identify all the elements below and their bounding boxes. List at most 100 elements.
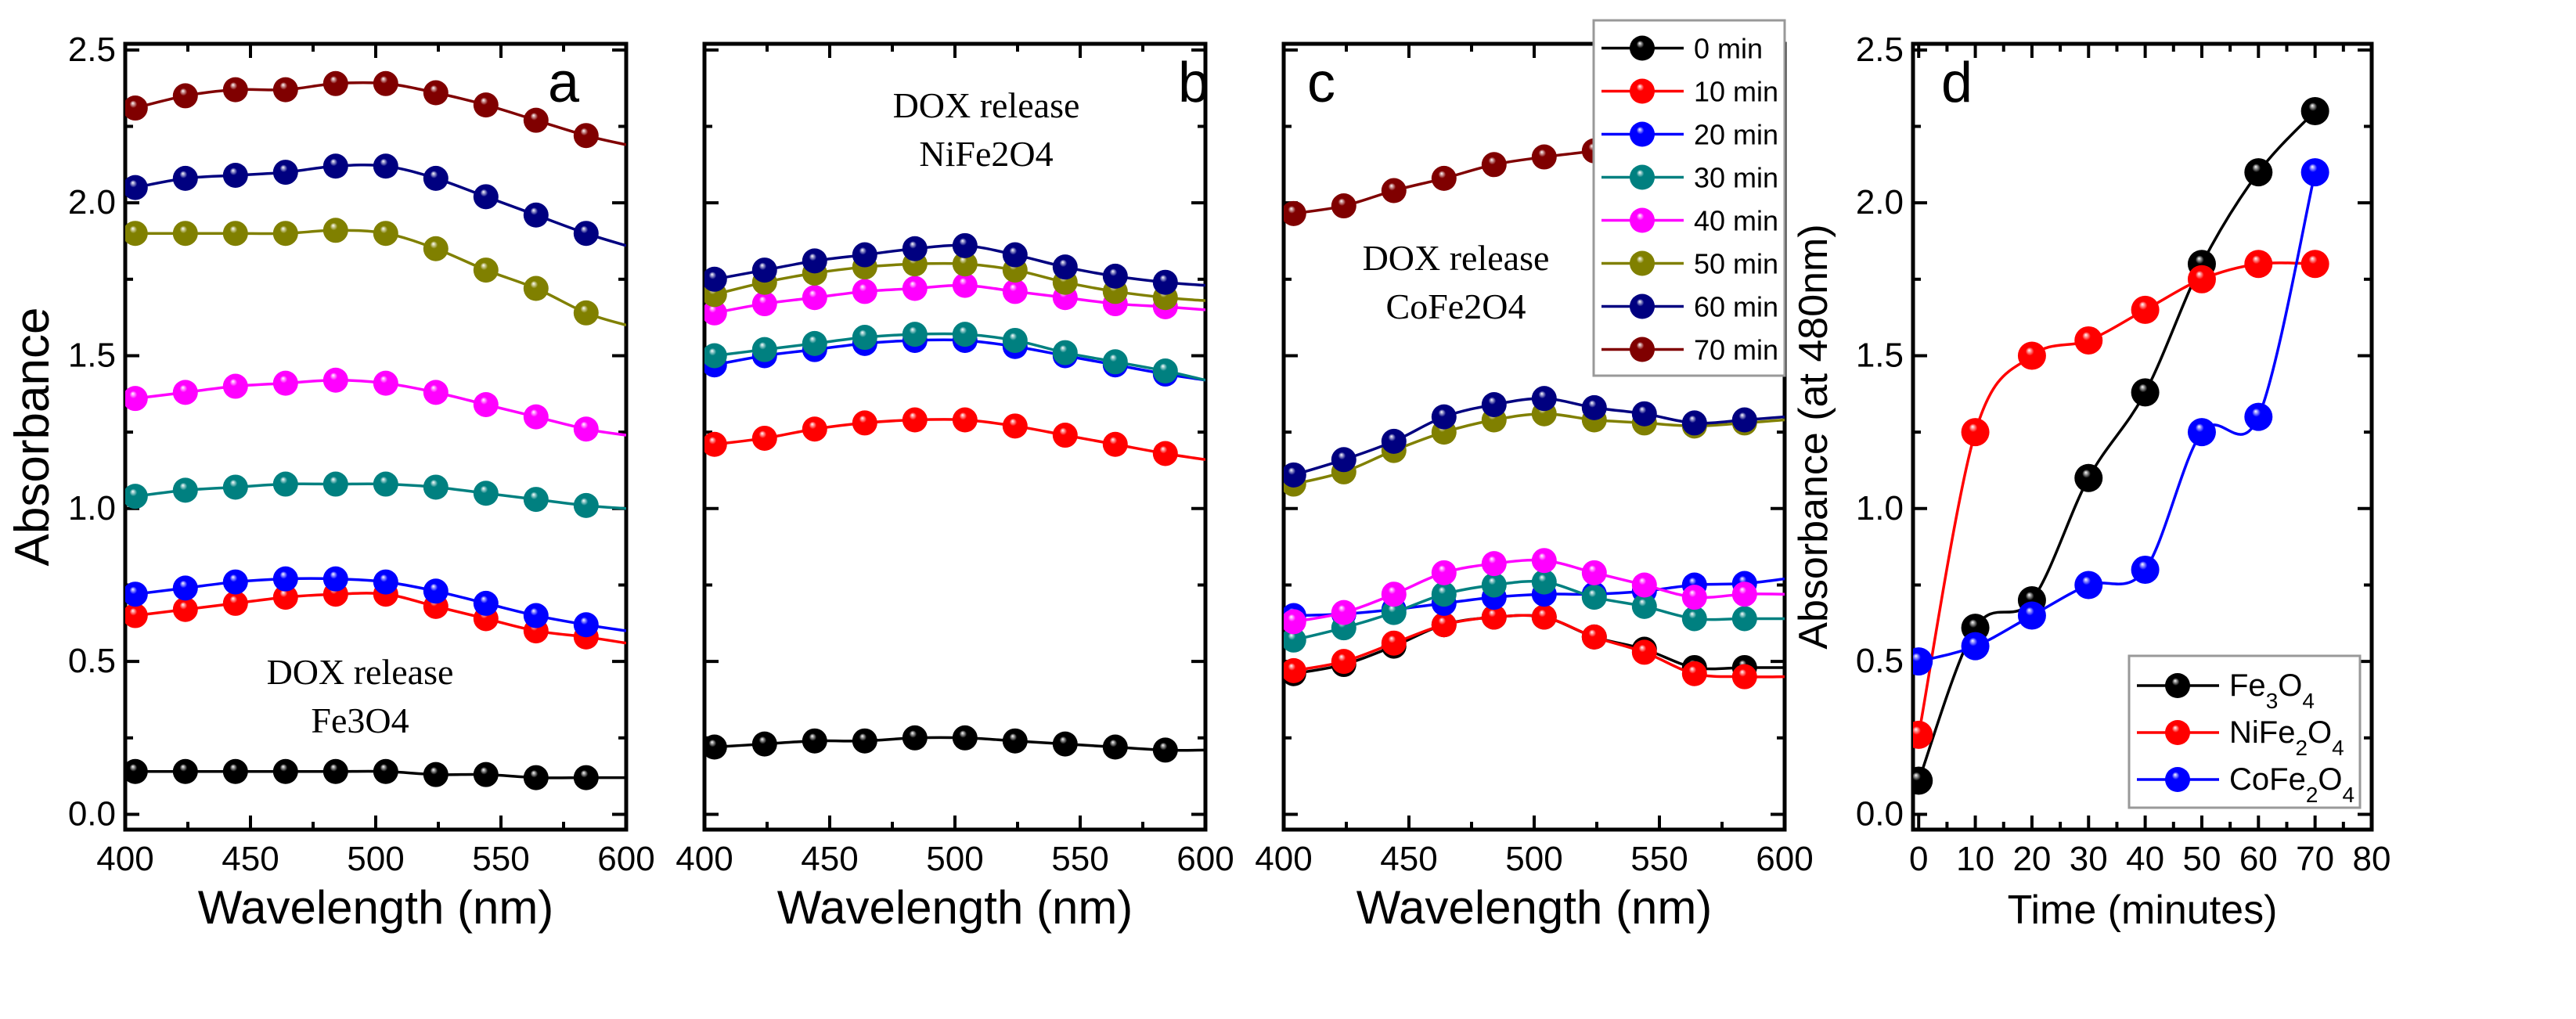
data-point — [1481, 152, 1507, 178]
data-point — [222, 569, 248, 595]
data-point — [1531, 386, 1557, 412]
data-point — [1152, 441, 1178, 466]
x-tick-label: 400 — [96, 840, 153, 878]
data-point — [1152, 269, 1178, 295]
data-point — [852, 279, 877, 304]
data-point — [1913, 720, 1933, 749]
data-point — [1002, 728, 1028, 754]
x-tick-label: 600 — [1176, 840, 1234, 878]
data-point — [1284, 627, 1306, 653]
y-axis-label: Absorbance (at 480nm) — [1791, 224, 1836, 649]
legend-box — [1592, 19, 1786, 377]
x-axis-label: Time (minutes) — [2008, 888, 2278, 933]
legend-label: 60 min — [1694, 291, 1778, 323]
data-point — [1681, 585, 1707, 610]
data-point — [902, 725, 928, 751]
legend-marker — [1630, 78, 1655, 104]
series-30-min — [1284, 569, 1785, 653]
series-40-min — [1284, 548, 1785, 635]
series-0-min — [125, 758, 626, 790]
data-point — [523, 404, 549, 430]
series-30-min — [125, 471, 626, 518]
data-point — [1531, 604, 1557, 630]
data-point — [802, 285, 827, 311]
legend-item: Fe3O4 — [2137, 668, 2315, 713]
data-point — [222, 758, 248, 784]
series-50-min — [1284, 401, 1785, 497]
data-point — [2074, 463, 2103, 492]
data-point — [373, 758, 398, 784]
data-point — [1531, 548, 1557, 574]
data-point — [902, 275, 928, 301]
panel-b: 400 450 500 550 600 Wavelength (nm) b DOX relea… — [676, 41, 1234, 934]
series-40-min — [125, 367, 626, 442]
data-point — [473, 257, 499, 283]
y-tick-label: 0.0 — [68, 794, 116, 833]
data-point — [1531, 144, 1557, 170]
data-point — [1284, 609, 1306, 635]
series-70-min — [125, 70, 626, 149]
y-tick-label: 0.0 — [1856, 794, 1904, 833]
plot-frame — [1911, 41, 2374, 832]
data-point — [2131, 555, 2160, 584]
y-axis-label: Absorbance — [5, 308, 59, 567]
y-tick-label: 1.0 — [68, 489, 116, 528]
data-point — [172, 165, 198, 191]
annotation-text: DOX release — [267, 652, 454, 692]
data-point — [1431, 582, 1457, 607]
data-point — [1631, 572, 1657, 598]
data-point — [2244, 158, 2273, 187]
data-point — [322, 471, 348, 497]
data-point — [373, 70, 398, 96]
data-point — [2244, 250, 2273, 279]
legend-item: 70 min — [1601, 334, 1778, 366]
data-point — [902, 407, 928, 433]
data-point — [573, 765, 599, 790]
data-point — [952, 272, 978, 298]
data-point — [172, 758, 198, 784]
data-point — [1531, 569, 1557, 595]
x-tick-label: 550 — [1630, 840, 1688, 878]
data-point — [1731, 606, 1757, 632]
data-point — [272, 160, 298, 185]
data-point — [952, 232, 978, 258]
data-point — [125, 758, 148, 784]
data-point — [902, 236, 928, 261]
legend-label: CoFe2O4 — [2229, 762, 2354, 807]
data-point — [1581, 585, 1607, 610]
x-tick-label: 400 — [1255, 840, 1312, 878]
y-tick-label: 1.0 — [1856, 489, 1904, 528]
data-point — [523, 275, 549, 301]
series-10-min — [125, 582, 626, 650]
data-point — [1381, 630, 1407, 656]
series-10-min — [704, 407, 1205, 466]
data-point — [423, 80, 449, 106]
legend: 0 min 10 min 20 min 30 min 40 min 50 min 60 mi… — [1592, 19, 1786, 377]
data-point — [751, 731, 777, 757]
legend-marker — [1630, 250, 1655, 276]
data-point — [1731, 407, 1757, 433]
data-point — [1481, 391, 1507, 417]
legend-label: 20 min — [1694, 119, 1778, 151]
data-point — [2017, 341, 2046, 370]
legend-label: 40 min — [1694, 205, 1778, 237]
data-point — [1002, 413, 1028, 439]
data-point — [172, 221, 198, 247]
legend-label: 70 min — [1694, 334, 1778, 366]
data-point — [523, 107, 549, 133]
panel-d: 0.0 0.5 1.0 1.5 2.0 2.5 0 10 20 30 40 50 60 70 80 Time … — [1791, 31, 2390, 933]
legend-item: 50 min — [1601, 248, 1778, 280]
data-point — [1681, 410, 1707, 436]
legend-item: 0 min — [1601, 33, 1763, 65]
data-point — [1284, 462, 1306, 488]
data-point — [1331, 649, 1356, 675]
annotation-formula: Fe3O4 — [311, 700, 409, 740]
data-point — [1431, 560, 1457, 585]
data-point — [373, 370, 398, 396]
data-point — [125, 95, 148, 121]
data-point — [1581, 394, 1607, 420]
x-tick-label: 450 — [1380, 840, 1437, 878]
data-point — [373, 471, 398, 497]
